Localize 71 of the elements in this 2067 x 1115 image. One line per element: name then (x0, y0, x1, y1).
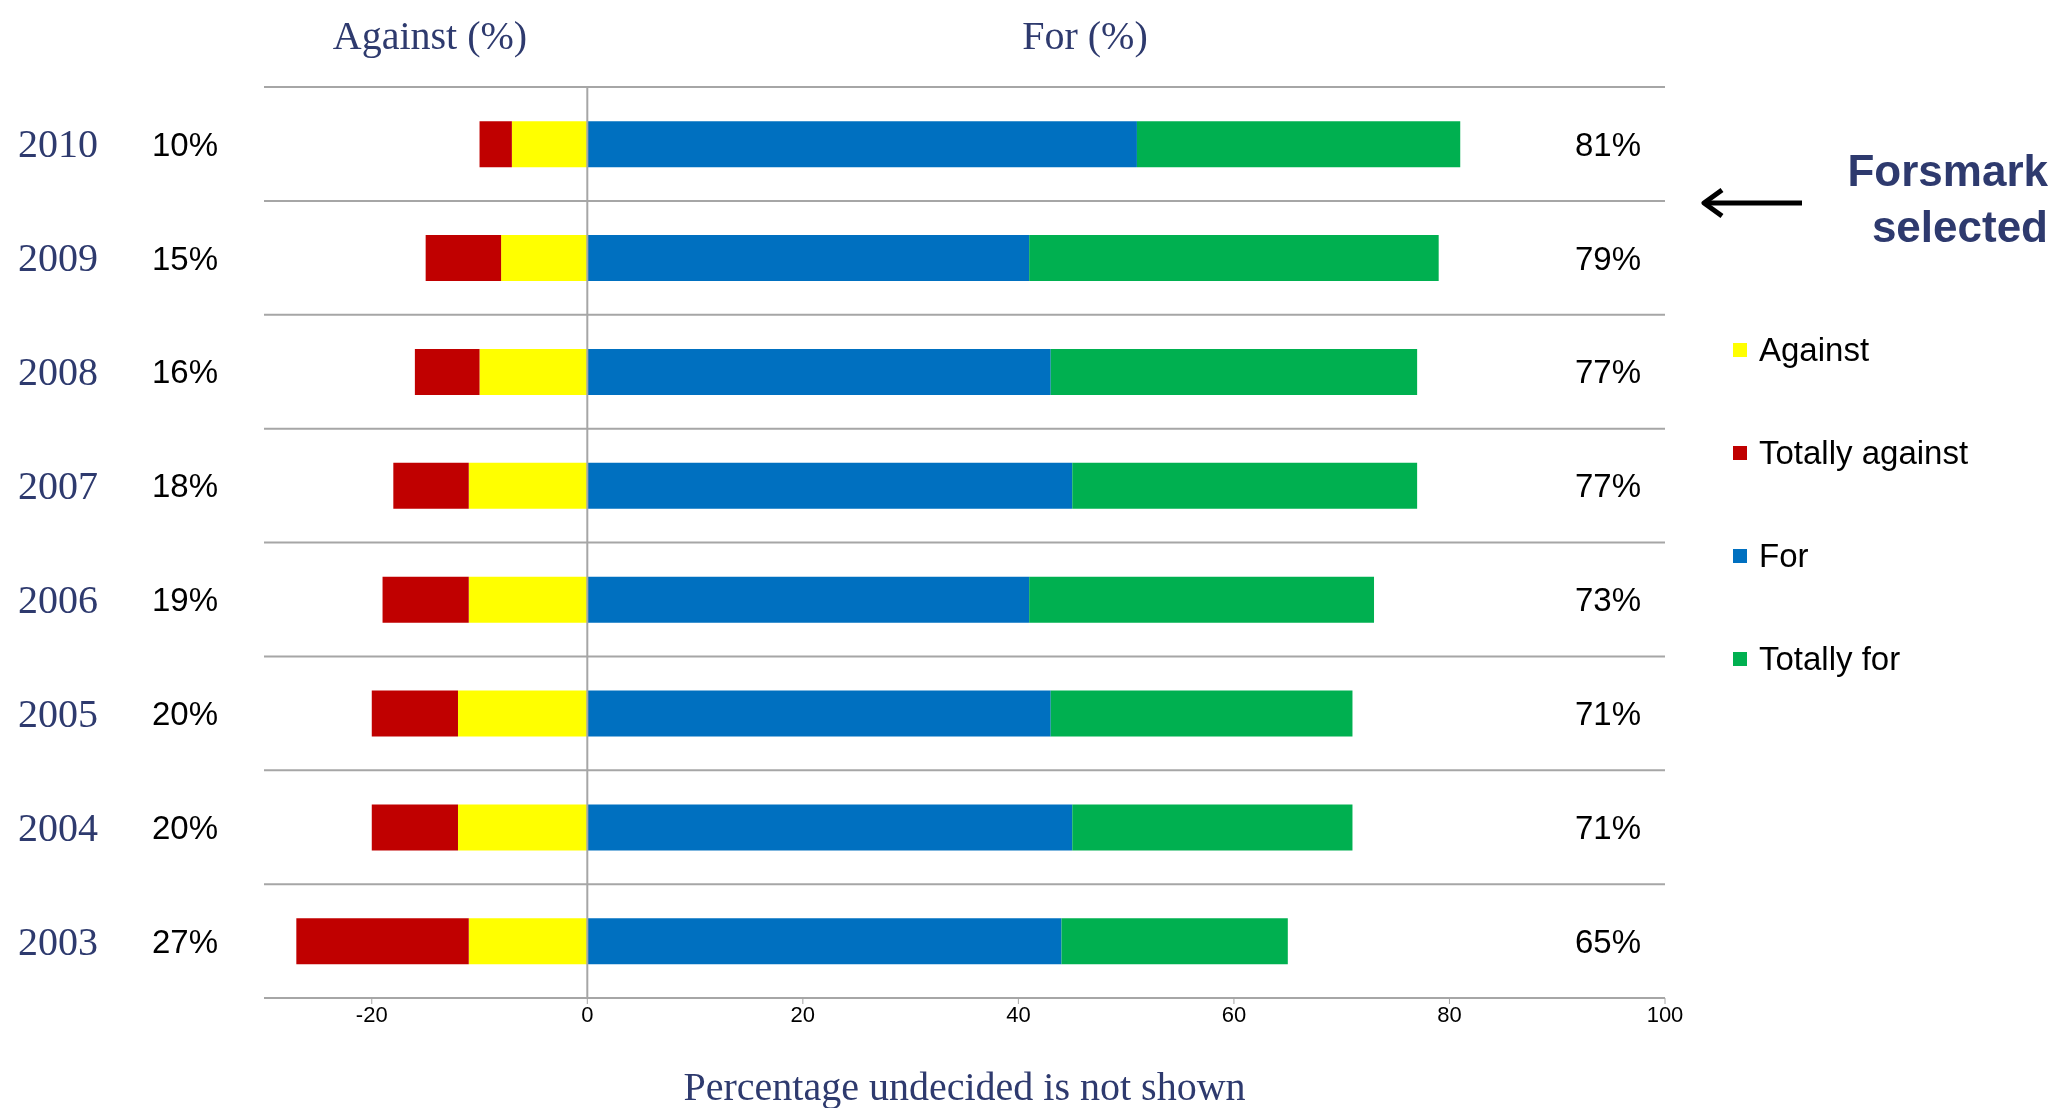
bar (425, 235, 502, 282)
bar (371, 804, 458, 851)
y-tick-label: 2010 (18, 121, 98, 167)
x-tick-label: 20 (790, 1001, 816, 1027)
bar (479, 121, 512, 168)
bar (1136, 121, 1461, 168)
x-tick-label: 100 (1646, 1001, 1684, 1027)
text: 77% (1574, 467, 1641, 505)
y-tick-label: 2007 (18, 463, 98, 509)
text: 71% (1574, 808, 1641, 846)
bar (1061, 918, 1288, 965)
y-tick-label: 2008 (18, 349, 98, 395)
y-tick-label: 2006 (18, 576, 98, 622)
text: Forsmark selected (1846, 145, 2048, 253)
text: Against (%) (331, 12, 529, 59)
legend-label: For (1759, 536, 1809, 575)
text: 81% (1574, 125, 1641, 163)
bar (511, 121, 588, 168)
bar (501, 235, 588, 282)
bar (296, 918, 469, 965)
bar (468, 462, 588, 509)
text: 19% (152, 581, 219, 619)
text: 79% (1574, 239, 1641, 277)
bar (371, 690, 458, 737)
bar (393, 462, 469, 509)
text: 16% (152, 353, 219, 391)
bar (414, 348, 480, 395)
bar (587, 348, 1051, 395)
text: 77% (1574, 353, 1641, 391)
x-tick-label: -20 (355, 1001, 388, 1027)
text: 10% (152, 125, 219, 163)
text: 27% (152, 922, 219, 960)
text: 20% (152, 695, 219, 733)
bar (457, 804, 588, 851)
legend-label: Totally for (1759, 639, 1901, 678)
y-tick-label: 2005 (18, 690, 98, 736)
bar (587, 690, 1051, 737)
bar (587, 804, 1073, 851)
bar (587, 235, 1030, 282)
x-tick-label: 40 (1006, 1001, 1031, 1027)
y-tick-label: 2009 (18, 235, 98, 281)
x-axis-title: Percentage undecided is not shown (683, 1064, 1246, 1109)
text: 73% (1574, 581, 1641, 619)
bar (382, 576, 469, 623)
bar (1072, 804, 1353, 851)
bar (468, 576, 588, 623)
bar (457, 690, 588, 737)
y-tick-label: 2003 (18, 918, 98, 964)
text: 20% (152, 808, 219, 846)
text: For (%) (1021, 12, 1149, 59)
bar (1072, 462, 1418, 509)
text: 65% (1574, 922, 1641, 960)
x-tick-label: 60 (1221, 1001, 1247, 1027)
bar (1029, 576, 1375, 623)
text: 15% (152, 239, 219, 277)
legend-label: Totally against (1759, 433, 1969, 472)
bar (587, 121, 1137, 168)
bar (587, 576, 1030, 623)
legend-label: Against (1759, 330, 1870, 369)
text: 71% (1574, 695, 1641, 733)
y-tick-label: 2004 (18, 804, 98, 850)
text: 18% (152, 467, 219, 505)
bar (479, 348, 588, 395)
bar (1050, 690, 1353, 737)
bar (587, 462, 1073, 509)
bar (1050, 348, 1418, 395)
bar (587, 918, 1062, 965)
bar (468, 918, 588, 965)
x-tick-label: 0 (581, 1001, 594, 1027)
x-tick-label: 80 (1437, 1001, 1462, 1027)
bar (1029, 235, 1439, 282)
